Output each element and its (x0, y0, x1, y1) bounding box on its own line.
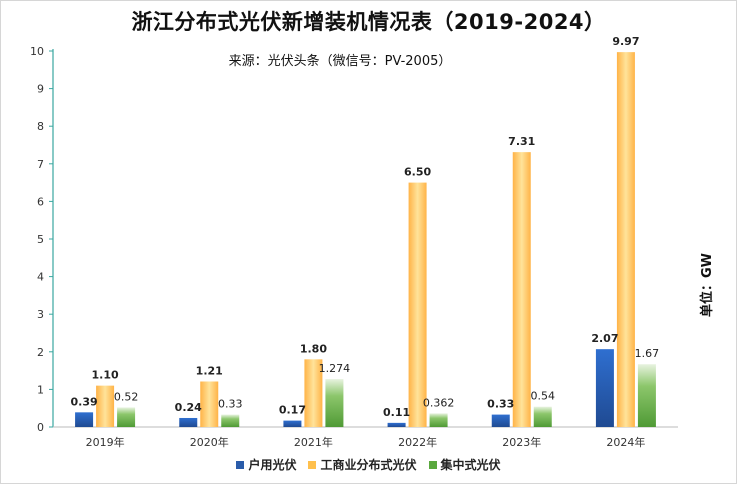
x-tick-label: 2022年 (398, 435, 437, 449)
data-label: 0.52 (114, 390, 139, 403)
y-tick-label: 4 (37, 271, 44, 284)
legend-label: 集中式光伏 (440, 458, 501, 472)
legend-item: 户用光伏 (236, 456, 296, 473)
bar-2-3 (429, 413, 448, 427)
x-tick-label: 2024年 (606, 435, 645, 449)
bar-1-1 (200, 381, 219, 427)
legend-label: 工商业分布式光伏 (320, 458, 417, 472)
bar-2-5 (637, 364, 656, 427)
chart-subtitle: 来源：光伏头条（微信号：PV-2005） (228, 54, 452, 69)
y-tick-label: 2 (37, 346, 44, 359)
bar-0-5 (595, 349, 614, 427)
data-labels: 0.39 1.10 0.52 0.24 1.21 0.33 0.17 1.80 1.274 0.1… (71, 35, 660, 419)
bar-2-4 (533, 406, 552, 427)
data-label: 0.362 (423, 396, 455, 409)
y-tick-label: 7 (37, 158, 44, 171)
legend-swatch (236, 460, 245, 469)
data-label: 0.54 (531, 390, 556, 403)
legend-label: 户用光伏 (248, 458, 297, 472)
data-label: 2.07 (591, 332, 618, 345)
y-tick-label: 6 (37, 195, 44, 208)
data-label: 6.50 (404, 166, 431, 179)
data-label: 1.10 (92, 369, 119, 382)
legend: 户用光伏 工商业分布式光伏 集中式光伏 (0, 456, 737, 473)
data-label: 7.31 (508, 135, 535, 148)
y-tick-label: 3 (37, 308, 44, 321)
bar-2-1 (221, 414, 240, 427)
data-label: 9.97 (612, 35, 639, 48)
bar-1-3 (408, 182, 427, 427)
bar-1-2 (304, 359, 323, 427)
y-tick-label: 1 (37, 383, 44, 396)
legend-item: 工商业分布式光伏 (308, 456, 417, 473)
bar-0-0 (75, 412, 94, 427)
bar-1-5 (616, 52, 635, 428)
legend-item: 集中式光伏 (428, 456, 501, 473)
y-tick-label: 9 (37, 83, 44, 96)
y-tick-label: 5 (37, 233, 44, 246)
bar-1-0 (96, 385, 115, 427)
y-tick-label: 8 (37, 120, 44, 133)
bar-0-3 (387, 422, 406, 427)
y-tick-label: 10 (30, 45, 44, 58)
bar-0-1 (179, 417, 198, 427)
x-tick-label: 2023年 (502, 435, 541, 449)
chart-title: 浙江分布式光伏新增装机情况表（2019-2024） (131, 10, 606, 34)
bar-0-4 (491, 414, 510, 427)
x-tick-label: 2019年 (86, 435, 125, 449)
x-tick-label: 2021年 (294, 435, 333, 449)
y-tick-label: 0 (37, 421, 44, 434)
bar-0-2 (283, 420, 302, 427)
data-label: 1.80 (300, 342, 327, 355)
bars (75, 52, 656, 428)
data-label: 1.274 (319, 362, 351, 375)
legend-swatch (308, 460, 317, 469)
data-label: 0.33 (487, 398, 514, 411)
bar-2-0 (117, 407, 136, 427)
data-label: 0.11 (383, 406, 410, 419)
bar-2-2 (325, 379, 344, 427)
x-tick-label: 2020年 (190, 435, 229, 449)
data-label: 0.39 (71, 395, 98, 408)
bar-1-4 (512, 152, 531, 428)
data-label: 1.21 (196, 365, 223, 378)
data-label: 1.67 (635, 347, 660, 360)
data-label: 0.24 (175, 401, 202, 414)
data-label: 0.17 (279, 404, 306, 417)
legend-swatch (428, 460, 437, 469)
data-label: 0.33 (218, 398, 243, 411)
axes: 0 1 2 3 4 5 6 7 8 9 10 2019年 2020年 2021年 2022年 2023年 202… (30, 45, 678, 449)
